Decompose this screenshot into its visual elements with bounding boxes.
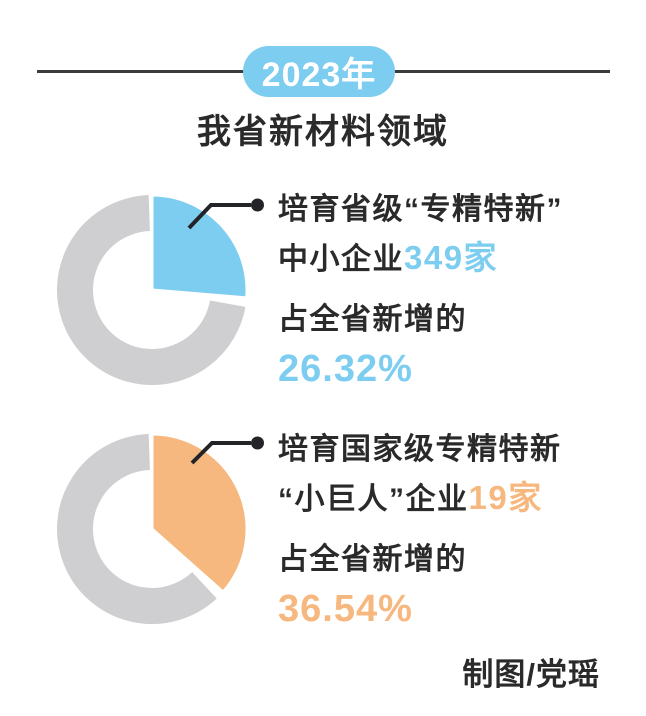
year-badge: 2023年: [243, 46, 395, 97]
chart-label-provincial: 培育省级“专精特新” 中小企业349家: [278, 186, 563, 284]
callout-dot: [251, 436, 264, 450]
donut-chart-national: [57, 432, 264, 624]
label-line1: 培育省级“专精特新”: [278, 193, 563, 226]
pie-track: [57, 434, 217, 624]
stat-value: 36.54%: [278, 588, 413, 630]
year-badge-label: 2023年: [261, 56, 377, 94]
label-line2: 中小企业349家: [278, 234, 563, 284]
chart-label-national: 培育国家级专精特新 “小巨人”企业19家: [278, 426, 562, 524]
stat-caption: 占全省新增的: [278, 303, 467, 336]
pie-slice: [150, 193, 249, 300]
chart-stat-national: 占全省新增的 36.54%: [278, 537, 467, 635]
page-title: 我省新材料领域: [197, 113, 449, 151]
label-line1: 培育国家级专精特新: [278, 433, 562, 466]
label-line2-prefix: 中小企业: [278, 243, 404, 276]
chart-stat-provincial: 占全省新增的 26.32%: [278, 297, 467, 395]
pie-slice: [150, 432, 249, 595]
callout-line: [187, 203, 251, 230]
credit-byline: 制图/党瑶: [462, 657, 600, 692]
callout-dot: [251, 198, 264, 212]
stat-caption: 占全省新增的: [278, 543, 467, 576]
pie-track: [57, 195, 246, 385]
label-line2-value: 19家: [468, 479, 543, 516]
label-line2: “小巨人”企业19家: [278, 474, 562, 524]
label-line2-value: 349家: [404, 239, 499, 276]
donut-chart-provincial: [57, 193, 264, 385]
label-line2-prefix: “小巨人”企业: [278, 483, 469, 516]
stat-value: 26.32%: [278, 348, 413, 390]
callout-line: [190, 441, 251, 465]
